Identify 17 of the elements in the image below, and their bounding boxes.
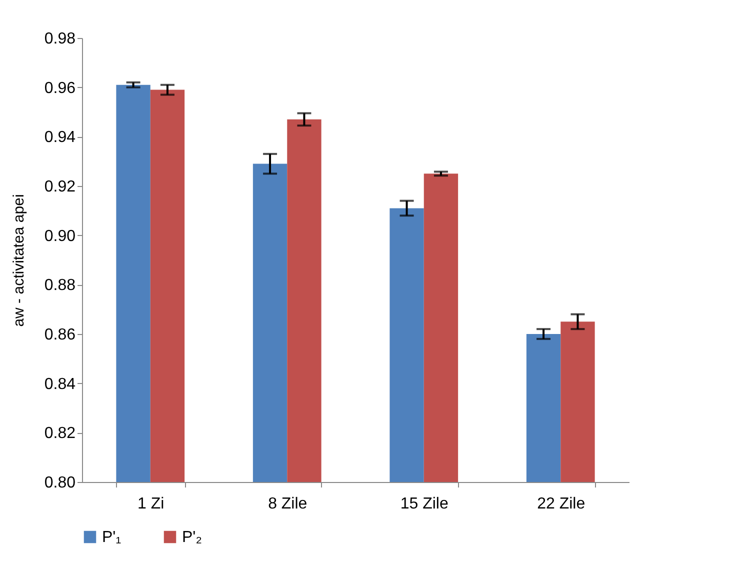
y-tick-label: 0.88 (44, 277, 76, 294)
y-tick-label: 0.82 (44, 425, 76, 442)
legend-label: P'₂ (182, 529, 202, 546)
y-tick-label: 0.90 (44, 228, 76, 245)
y-tick-label: 0.92 (44, 178, 76, 196)
legend-label: P'₁ (102, 529, 122, 546)
y-tick-label: 0.98 (44, 30, 76, 48)
x-tick-label: 22 Zile (537, 496, 586, 512)
y-tick-label: 0.96 (44, 80, 76, 97)
x-tick-label: 8 Zile (268, 496, 308, 512)
y-tick-label: 0.86 (44, 326, 76, 344)
y-axis-title: aw - activitatea apei (10, 194, 28, 327)
x-tick-label: 1 Zi (138, 496, 164, 512)
y-tick-label: 0.80 (44, 474, 76, 492)
y-tick-label: 0.94 (44, 129, 76, 146)
y-tick-label: 0.84 (44, 376, 76, 393)
x-tick-label: 15 Zile (400, 496, 448, 512)
